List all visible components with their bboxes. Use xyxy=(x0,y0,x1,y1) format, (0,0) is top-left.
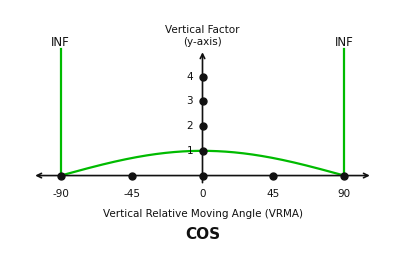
Text: Vertical Relative Moving Angle (VRMA): Vertical Relative Moving Angle (VRMA) xyxy=(102,209,303,219)
Text: 2: 2 xyxy=(186,121,193,131)
Text: 90: 90 xyxy=(338,189,351,199)
Text: 1: 1 xyxy=(186,146,193,156)
Text: -45: -45 xyxy=(123,189,140,199)
Text: INF: INF xyxy=(51,37,70,49)
Text: INF: INF xyxy=(335,37,354,49)
Text: Vertical Factor
(y-axis): Vertical Factor (y-axis) xyxy=(165,25,240,47)
Text: 4: 4 xyxy=(186,72,193,82)
Text: 45: 45 xyxy=(267,189,280,199)
Text: 3: 3 xyxy=(186,96,193,106)
Text: 0: 0 xyxy=(199,189,206,199)
Text: COS: COS xyxy=(185,228,220,242)
Text: -90: -90 xyxy=(52,189,69,199)
